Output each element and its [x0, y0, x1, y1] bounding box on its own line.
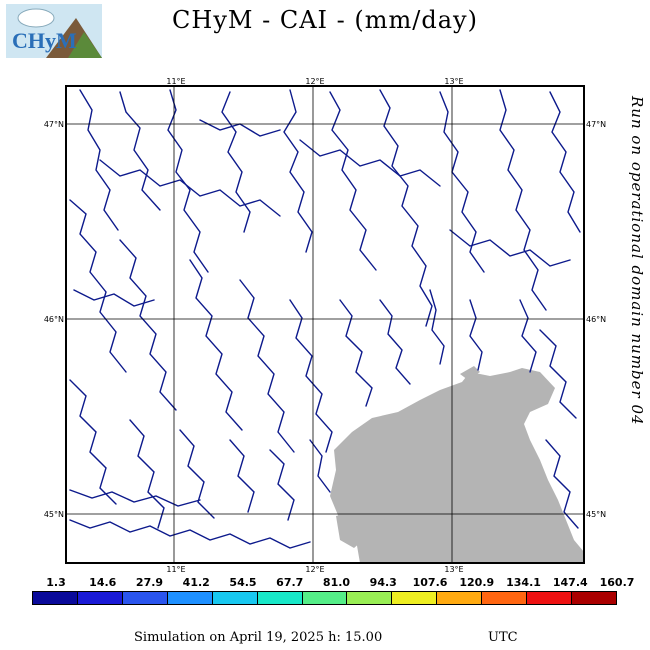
lon-label-bottom: 11°E: [166, 565, 185, 574]
lat-label-left: 45°N: [44, 510, 64, 519]
legend-swatch: [302, 592, 348, 604]
legend-value: 1.3: [46, 576, 66, 589]
lat-label-left: 46°N: [44, 315, 64, 324]
legend-labels: 1.3 14.6 27.9 41.2 54.5 67.7 81.0 94.3 107.6 120.…: [28, 576, 634, 590]
legend-swatch: [77, 592, 123, 604]
legend-value: 81.0: [322, 576, 351, 589]
lon-label-bottom: 12°E: [305, 565, 324, 574]
legend-colorbar: [32, 591, 617, 605]
map-title: CHyM - CAI - (mm/day): [172, 6, 478, 34]
legend-swatch: [527, 592, 573, 604]
river-lines: [69, 89, 581, 549]
legend-swatch: [33, 592, 78, 604]
lon-label-top: 13°E: [444, 77, 463, 86]
graticule: [66, 86, 584, 563]
lat-label-right: 46°N: [586, 315, 606, 324]
lat-label-right: 45°N: [586, 510, 606, 519]
domain-run-label: Run on operational domain number 04: [628, 96, 646, 426]
lon-label-top: 11°E: [166, 77, 185, 86]
legend-swatch: [122, 592, 168, 604]
legend-value: 41.2: [182, 576, 210, 589]
timezone-label: UTC: [488, 630, 518, 645]
legend-value: 67.7: [276, 576, 304, 589]
legend-value: 107.6: [412, 576, 448, 589]
legend-value: 14.6: [89, 576, 117, 589]
legend-value: 120.9: [459, 576, 495, 589]
legend-swatch: [212, 592, 258, 604]
legend-value: 134.1: [506, 576, 541, 589]
legend-swatch: [572, 592, 616, 604]
legend-swatch: [482, 592, 528, 604]
chym-logo: CHyM: [6, 4, 102, 58]
legend-swatch: [392, 592, 438, 604]
svg-text:CHyM: CHyM: [12, 28, 77, 53]
lat-label-left: 47°N: [44, 120, 64, 129]
lat-label-right: 47°N: [586, 120, 606, 129]
legend-swatch: [167, 592, 213, 604]
legend-value: 94.3: [369, 576, 397, 589]
legend-swatch: [437, 592, 483, 604]
simulation-timestamp: Simulation on April 19, 2025 h: 15.00: [134, 630, 383, 645]
map-frame: [65, 85, 585, 564]
legend-swatch: [257, 592, 303, 604]
legend-value: 27.9: [135, 576, 164, 589]
legend-value: 160.7: [599, 576, 635, 589]
legend-value: 54.5: [229, 576, 257, 589]
lagoon-patches: [336, 512, 386, 548]
lon-label-top: 12°E: [305, 77, 324, 86]
legend-swatch: [347, 592, 393, 604]
legend-value: 147.4: [552, 576, 588, 589]
lon-label-bottom: 13°E: [444, 565, 463, 574]
